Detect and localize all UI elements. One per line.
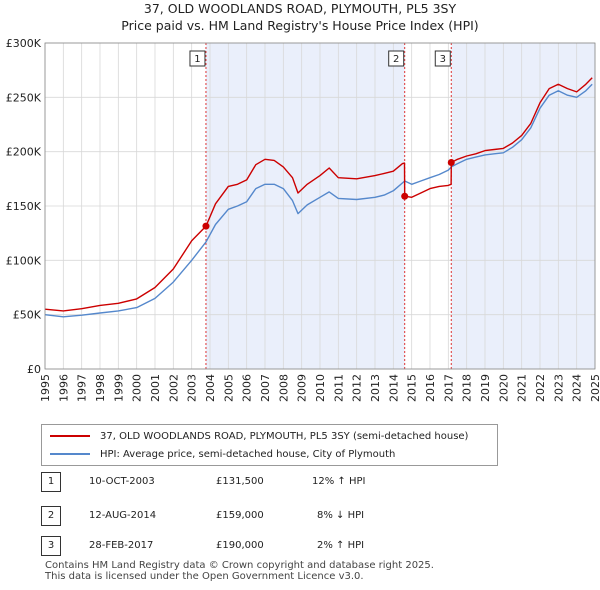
- sale-label-box: [189, 50, 206, 67]
- x-tick-label: 2014: [387, 374, 400, 402]
- legend-item-property: 37, OLD WOODLANDS ROAD, PLYMOUTH, PL5 3S…: [50, 428, 468, 444]
- x-tick-label: 2015: [406, 374, 419, 402]
- legend-swatch-hpi: [50, 453, 90, 455]
- x-tick-label: 2016: [424, 374, 437, 402]
- y-tick-label: £200K: [6, 146, 42, 159]
- legend: 37, OLD WOODLANDS ROAD, PLYMOUTH, PL5 3S…: [41, 424, 498, 466]
- sale-price: £190,000: [216, 540, 264, 551]
- x-tick-label: 1997: [76, 374, 89, 402]
- x-tick-label: 2007: [259, 374, 272, 402]
- x-tick-label: 2025: [589, 374, 600, 402]
- hpi-line: [44, 83, 593, 318]
- sale-label-number: 1: [194, 54, 200, 65]
- y-tick-label: £300K: [6, 37, 42, 50]
- y-tick-label: £50K: [13, 309, 42, 322]
- x-tick-label: 2003: [186, 374, 199, 402]
- x-tick-label: 2021: [516, 374, 529, 402]
- y-tick-label: £100K: [6, 254, 42, 267]
- x-tick-label: 2006: [241, 374, 254, 402]
- footer: Contains HM Land Registry data © Crown c…: [45, 560, 434, 582]
- x-tick-label: 2000: [131, 374, 144, 402]
- x-tick-label: 2013: [369, 374, 382, 402]
- x-tick-label: 2020: [497, 374, 510, 402]
- chart-subtitle: Price paid vs. HM Land Registry's House …: [121, 18, 479, 33]
- x-tick-label: 1996: [57, 374, 70, 402]
- footer-licence: This data is licensed under the Open Gov…: [45, 571, 364, 582]
- sale-hpi-change: 8% ↓ HPI: [317, 510, 365, 521]
- x-tick-label: 2002: [167, 374, 180, 402]
- sale-point: [401, 192, 409, 200]
- footer-copyright: Contains HM Land Registry data © Crown c…: [45, 560, 434, 571]
- sale-number-badge: 2: [41, 506, 61, 526]
- legend-label-property: 37, OLD WOODLANDS ROAD, PLYMOUTH, PL5 3S…: [100, 430, 469, 442]
- legend-swatch-property: [50, 435, 90, 437]
- legend-item-hpi: HPI: Average price, semi-detached house,…: [50, 446, 395, 462]
- x-tick-label: 2023: [552, 374, 565, 402]
- sale-point: [202, 222, 210, 230]
- legend-label-hpi: HPI: Average price, semi-detached house,…: [100, 448, 396, 460]
- x-tick-label: 2009: [296, 374, 309, 402]
- price-chart: £0 £50K £100K £150K £200K £250K £300K 1995 1996 1…: [6, 37, 600, 402]
- y-tick-label: £0: [27, 363, 41, 376]
- x-tick-label: 2019: [479, 374, 492, 402]
- sale-date: 28-FEB-2017: [89, 540, 154, 551]
- x-tick-label: 2018: [461, 374, 474, 402]
- y-tick-label: £150K: [6, 200, 42, 213]
- x-tick-label: 2024: [571, 374, 584, 402]
- sale-label-number: 2: [393, 54, 399, 65]
- x-tick-label: 2012: [351, 374, 364, 402]
- chart-title: 37, OLD WOODLANDS ROAD, PLYMOUTH, PL5 3S…: [143, 1, 457, 16]
- sale-price: £131,500: [216, 476, 264, 487]
- x-tick-label: 2004: [204, 374, 217, 402]
- x-tick-label: 2008: [277, 374, 290, 402]
- x-tick-label: 1998: [94, 374, 107, 402]
- sale-hpi-change: 12% ↑ HPI: [312, 476, 366, 487]
- y-tick-label: £250K: [6, 91, 42, 104]
- plot-border: [44, 42, 596, 370]
- sale-label-number: 3: [440, 54, 446, 65]
- sale-row: 3 28-FEB-2017 £190,000 2% ↑ HPI: [41, 536, 421, 556]
- x-tick-label: 2001: [149, 374, 162, 402]
- sale-date: 12-AUG-2014: [89, 510, 157, 521]
- x-tick-label: 2022: [534, 374, 547, 402]
- x-tick-label: 2011: [332, 374, 345, 402]
- sale-number-badge: 1: [41, 472, 61, 492]
- x-tick-label: 1995: [39, 374, 52, 402]
- sale-row: 2 12-AUG-2014 £159,000 8% ↓ HPI: [41, 506, 421, 526]
- x-tick-label: 2005: [222, 374, 235, 402]
- sale-price: £159,000: [216, 510, 264, 521]
- x-tick-label: 1999: [112, 374, 125, 402]
- sale-label-box: [388, 50, 405, 67]
- sale-hpi-change: 2% ↑ HPI: [317, 540, 365, 551]
- sale-label-box: [434, 50, 451, 67]
- sale-row: 1 10-OCT-2003 £131,500 12% ↑ HPI: [41, 472, 421, 492]
- x-tick-label: 2010: [314, 374, 327, 402]
- sale-date: 10-OCT-2003: [89, 476, 155, 487]
- x-tick-label: 2017: [442, 374, 455, 402]
- sale-point: [447, 159, 455, 167]
- sale-number-badge: 3: [41, 536, 61, 556]
